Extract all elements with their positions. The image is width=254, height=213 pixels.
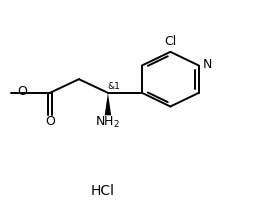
Text: O: O	[45, 115, 55, 128]
Text: NH$_2$: NH$_2$	[95, 115, 120, 130]
Text: N: N	[202, 58, 211, 71]
Text: &1: &1	[107, 82, 119, 91]
Text: HCl: HCl	[90, 184, 114, 198]
Polygon shape	[104, 93, 111, 115]
Text: O: O	[17, 85, 27, 98]
Text: Cl: Cl	[164, 35, 176, 48]
